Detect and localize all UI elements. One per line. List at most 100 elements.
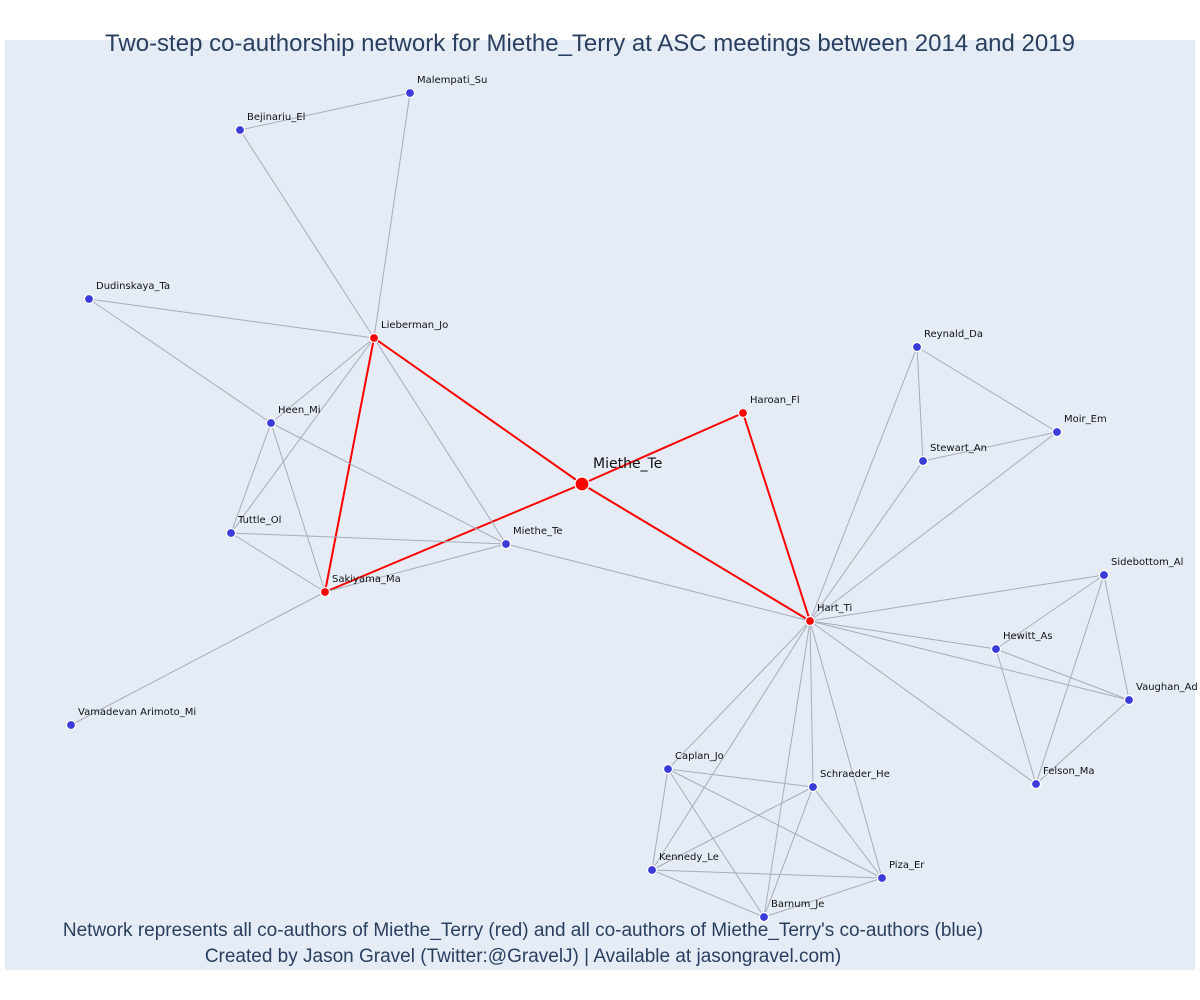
edge-center-hart xyxy=(581,483,811,622)
node-label-bejinariu: Bejinariu_El xyxy=(247,112,305,123)
node-heen[interactable] xyxy=(265,417,277,429)
edge-hewitt-hart xyxy=(809,620,997,650)
labels-layer: Miethe_Te Lieberman_Jo Haroan_Fl Sakiyama_M… xyxy=(78,75,1198,910)
node-malempati[interactable] xyxy=(404,87,416,99)
node-label-haroan: Haroan_Fl xyxy=(750,395,800,406)
edge-kennedy-hart xyxy=(651,620,811,871)
footer-line-1: Network represents all co-authors of Mie… xyxy=(62,920,984,941)
node-lieberman[interactable] xyxy=(368,332,380,344)
edge-vaughan-felson xyxy=(1035,699,1130,785)
node-tuttle[interactable] xyxy=(225,527,237,539)
edge-reynald-stewart xyxy=(916,346,924,462)
edge-caplan-hart xyxy=(667,620,811,770)
edge-sidebottom-hewitt xyxy=(995,574,1105,650)
edge-dudinskaya-heen xyxy=(88,298,272,424)
node-dudinskaya[interactable] xyxy=(83,293,95,305)
node-label-malempati: Malempati_Su xyxy=(417,75,487,86)
edge-malempati-bejinariu xyxy=(239,92,411,131)
edge-sidebottom-felson xyxy=(1035,574,1105,785)
edge-stewart-moir xyxy=(922,431,1058,462)
node-reynald[interactable] xyxy=(911,341,923,353)
node-label-piza: Piza_Er xyxy=(889,860,925,871)
node-barnum[interactable] xyxy=(758,911,770,923)
node-hart[interactable] xyxy=(804,615,816,627)
edge-stewart-hart xyxy=(809,460,924,622)
edge-heen-miethe2 xyxy=(270,422,507,545)
edge-schraeder-piza xyxy=(812,786,883,879)
node-label-schraeder: Schraeder_He xyxy=(820,769,890,780)
node-vamadevan[interactable] xyxy=(65,719,77,731)
node-label-stewart: Stewart_An xyxy=(930,443,987,454)
edge-piza-barnum xyxy=(763,877,883,918)
node-label-hewitt: Hewitt_As xyxy=(1003,631,1053,642)
node-label-dudinskaya: Dudinskaya_Ta xyxy=(96,281,170,292)
edge-schraeder-barnum xyxy=(763,786,814,918)
edge-dudinskaya-lieberman xyxy=(88,298,375,339)
node-label-heen: Heen_Mi xyxy=(278,405,321,416)
node-label-center: Miethe_Te xyxy=(593,456,662,472)
node-sidebottom[interactable] xyxy=(1098,569,1110,581)
edge-schraeder-hart xyxy=(809,620,814,788)
node-stewart[interactable] xyxy=(917,455,929,467)
node-vaughan[interactable] xyxy=(1123,694,1135,706)
nodes-layer xyxy=(65,87,1135,923)
edge-heen-sakiyama xyxy=(270,422,326,593)
edge-sakiyama-miethe2 xyxy=(324,543,507,593)
edge-lieberman-sakiyama xyxy=(324,337,375,593)
edge-miethe2-hart xyxy=(505,543,811,622)
edge-hewitt-felson xyxy=(995,648,1037,785)
node-label-lieberman: Lieberman_Jo xyxy=(381,320,448,331)
node-center[interactable] xyxy=(574,476,590,492)
edge-lieberman-tuttle xyxy=(230,337,375,534)
node-moir[interactable] xyxy=(1051,426,1063,438)
node-label-sidebottom: Sidebottom_Al xyxy=(1111,557,1183,568)
edge-piza-hart xyxy=(809,620,883,879)
node-label-felson: Felson_Ma xyxy=(1043,766,1095,777)
edge-reynald-hart xyxy=(809,346,918,622)
edge-heen-tuttle xyxy=(230,422,272,534)
edge-barnum-hart xyxy=(763,620,811,918)
edge-center-haroan xyxy=(581,412,744,485)
node-label-vaughan: Vaughan_Ad xyxy=(1136,682,1198,693)
node-label-caplan: Caplan_Jo xyxy=(675,751,724,762)
chart-title: Two-step co-authorship network for Mieth… xyxy=(105,30,1075,57)
chart-footer: Network represents all co-authors of Mie… xyxy=(0,918,1046,970)
node-schraeder[interactable] xyxy=(807,781,819,793)
edge-hewitt-vaughan xyxy=(995,648,1130,701)
node-haroan[interactable] xyxy=(737,407,749,419)
edge-tuttle-sakiyama xyxy=(230,532,326,593)
edge-caplan-piza xyxy=(667,768,883,879)
node-felson[interactable] xyxy=(1030,778,1042,790)
edge-kennedy-barnum xyxy=(651,869,765,918)
node-label-sakiyama: Sakiyama_Ma xyxy=(332,574,401,585)
edge-sidebottom-vaughan xyxy=(1103,574,1130,701)
edge-center-sakiyama xyxy=(324,483,583,593)
node-label-reynald: Reynald_Da xyxy=(924,329,983,340)
footer-line-2: Created by Jason Gravel (Twitter:@Gravel… xyxy=(204,946,842,967)
node-sakiyama[interactable] xyxy=(319,586,331,598)
edge-lieberman-miethe2 xyxy=(373,337,507,545)
node-label-kennedy: Kennedy_Le xyxy=(659,852,719,863)
edge-vaughan-hart xyxy=(809,620,1130,701)
node-label-miethe2: Miethe_Te xyxy=(513,526,563,537)
edge-moir-hart xyxy=(809,431,1058,622)
edge-caplan-kennedy xyxy=(651,768,669,871)
edges-layer xyxy=(70,92,1130,918)
node-caplan[interactable] xyxy=(662,763,674,775)
plot-area xyxy=(5,40,1195,970)
edge-schraeder-kennedy xyxy=(651,786,814,871)
edge-tuttle-miethe2 xyxy=(230,532,507,545)
edge-caplan-schraeder xyxy=(667,768,814,788)
node-bejinariu[interactable] xyxy=(234,124,246,136)
edge-malempati-lieberman xyxy=(373,92,411,339)
edge-sakiyama-vamadevan xyxy=(70,591,326,726)
node-kennedy[interactable] xyxy=(646,864,658,876)
node-piza[interactable] xyxy=(876,872,888,884)
edge-lieberman-heen xyxy=(270,337,375,424)
node-label-vamadevan: Vamadevan Arimoto_Mi xyxy=(78,707,196,718)
edge-bejinariu-lieberman xyxy=(239,129,375,339)
edge-center-lieberman xyxy=(373,337,583,485)
node-hewitt[interactable] xyxy=(990,643,1002,655)
node-miethe2[interactable] xyxy=(500,538,512,550)
